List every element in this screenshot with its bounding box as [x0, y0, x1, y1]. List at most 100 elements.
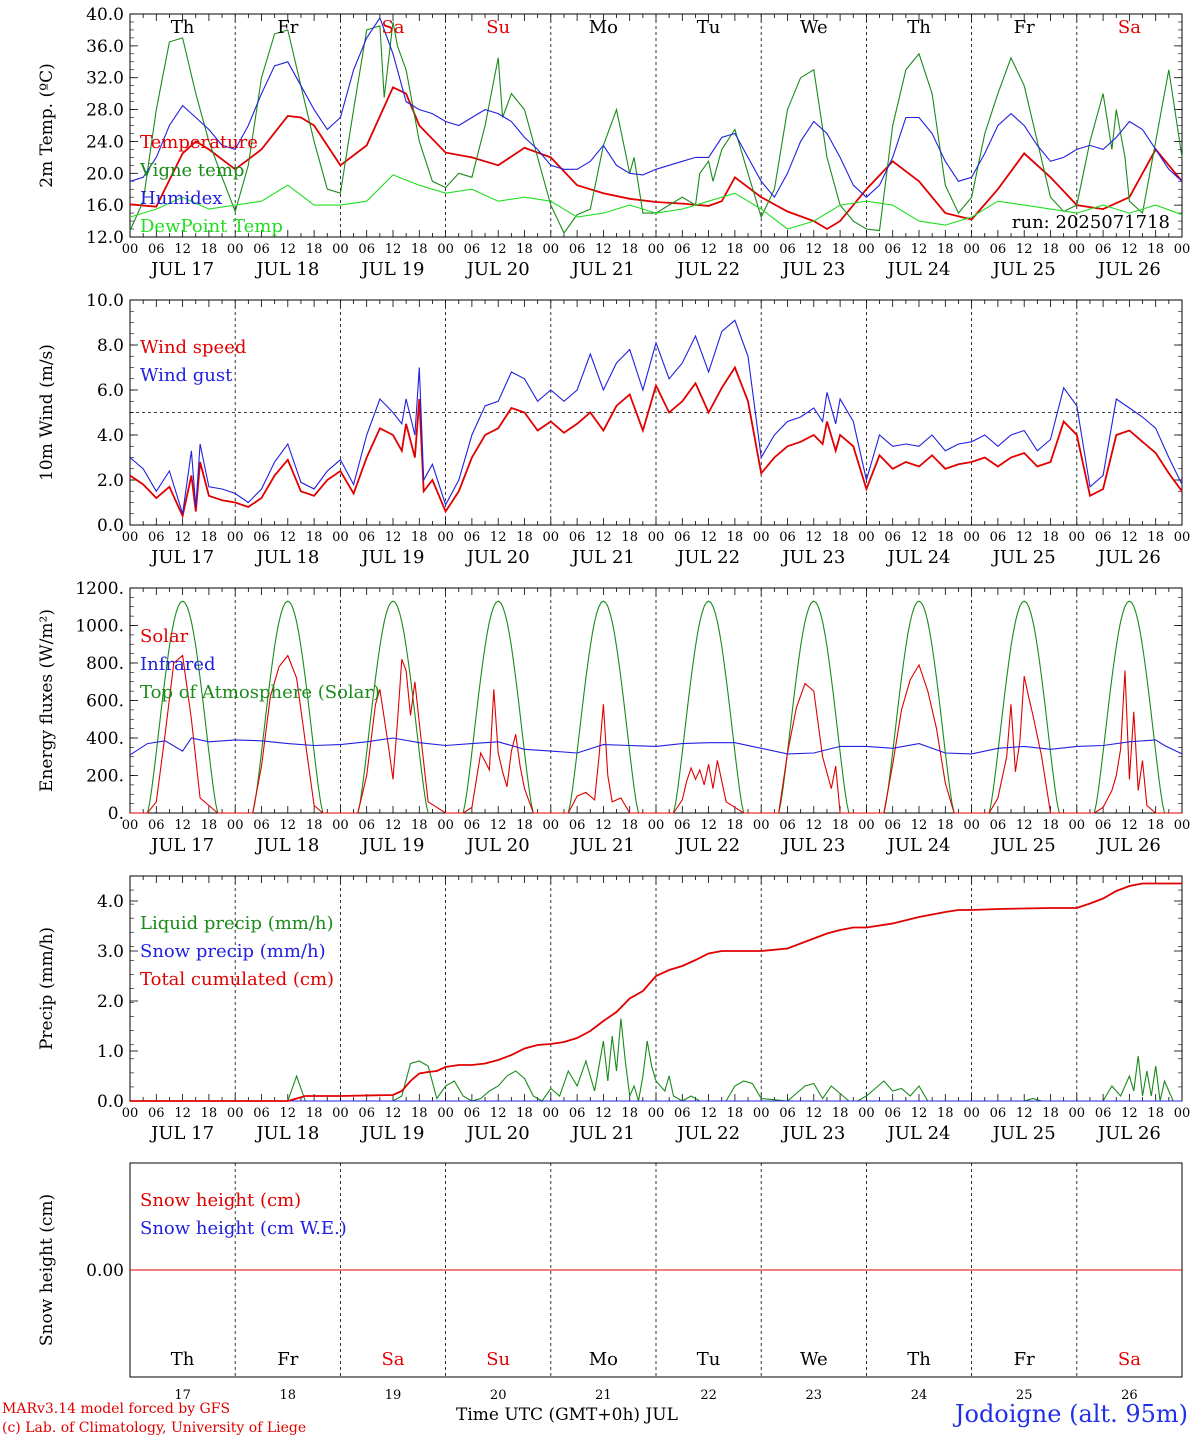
y-tick-label: 16.0: [86, 196, 124, 216]
day-number-label: 25: [1016, 1388, 1033, 1403]
x-hour-label: 00: [753, 530, 770, 545]
x-hour-label: 00: [753, 1106, 770, 1121]
x-hour-label: 18: [621, 530, 638, 545]
x-hour-label: 00: [1069, 242, 1086, 257]
y-tick-label: 0.00: [86, 1261, 124, 1281]
x-hour-label: 00: [437, 530, 454, 545]
x-hour-label: 12: [385, 818, 402, 833]
weekday-label: We: [800, 17, 828, 38]
x-hour-label: 00: [858, 818, 875, 833]
x-hour-label: 12: [280, 818, 297, 833]
x-hour-label: 00: [753, 242, 770, 257]
x-date-label: JUL 26: [1096, 259, 1161, 280]
x-hour-label: 00: [543, 818, 560, 833]
y-axis-title: 10m Wind (m/s): [37, 344, 57, 481]
x-hour-label: 06: [1095, 1106, 1112, 1121]
x-date-label: JUL 19: [360, 259, 425, 280]
y-tick-label: 10.0: [86, 291, 124, 311]
y-tick-label: 28.0: [86, 101, 124, 121]
x-hour-label: 18: [201, 1106, 218, 1121]
x-hour-label: 06: [884, 242, 901, 257]
x-hour-label: 00: [648, 1106, 665, 1121]
weekday-label: Fr: [1014, 1349, 1035, 1370]
weekday-label: Su: [486, 1349, 510, 1370]
x-hour-label: 18: [411, 242, 428, 257]
x-hour-label: 06: [779, 818, 796, 833]
series-solar: [130, 654, 1182, 814]
y-tick-label: 4.0: [97, 426, 124, 446]
y-tick-label: 0.0: [97, 1092, 124, 1112]
legend-total-cumulated: Total cumulated (cm): [140, 969, 334, 990]
y-tick-label: 600.: [86, 692, 124, 712]
x-hour-label: 00: [227, 818, 244, 833]
x-hour-label: 18: [832, 818, 849, 833]
x-hour-label: 06: [464, 242, 481, 257]
weekday-label: Sa: [381, 1349, 404, 1370]
x-date-label: JUL 18: [254, 259, 319, 280]
x-hour-label: 12: [1121, 530, 1138, 545]
x-hour-label: 06: [569, 242, 586, 257]
x-hour-label: 12: [700, 530, 717, 545]
x-date-label: JUL 26: [1096, 835, 1161, 856]
x-date-label: JUL 19: [360, 835, 425, 856]
day-number-label: 21: [595, 1388, 612, 1403]
x-hour-label: 12: [280, 530, 297, 545]
x-hour-label: 12: [1016, 1106, 1033, 1121]
x-hour-label: 12: [911, 1106, 928, 1121]
legend-snow-height-we: Snow height (cm W.E.): [140, 1218, 347, 1239]
y-tick-label: 0.: [108, 804, 124, 824]
x-date-label: JUL 25: [991, 1123, 1056, 1144]
credit-model: MARv3.14 model forced by GFS: [2, 1401, 231, 1417]
y-tick-label: 1200.: [75, 579, 124, 599]
x-hour-label: 18: [1042, 530, 1059, 545]
x-hour-label: 00: [648, 530, 665, 545]
x-hour-label: 12: [1121, 1106, 1138, 1121]
x-date-label: JUL 21: [570, 835, 635, 856]
x-hour-label: 00: [437, 242, 454, 257]
panel-2: [129, 299, 1183, 526]
x-hour-label: 06: [148, 1106, 165, 1121]
x-date-label: JUL 20: [465, 1123, 530, 1144]
x-hour-label: 18: [1147, 242, 1164, 257]
x-hour-label: 18: [201, 242, 218, 257]
y-tick-label: 40.0: [86, 5, 124, 25]
x-date-label: JUL 22: [675, 835, 740, 856]
x-hour-label: 06: [148, 818, 165, 833]
x-hour-label: 06: [464, 530, 481, 545]
panel-1: [129, 13, 1183, 238]
y-tick-label: 400.: [86, 729, 124, 749]
x-hour-label: 06: [674, 242, 691, 257]
x-hour-label: 00: [963, 242, 980, 257]
x-hour-label: 12: [1016, 818, 1033, 833]
y-tick-label: 4.0: [97, 892, 124, 912]
x-hour-label: 18: [516, 1106, 533, 1121]
x-hour-label: 06: [253, 818, 270, 833]
x-date-label: JUL 21: [570, 259, 635, 280]
x-date-label: JUL 25: [991, 835, 1056, 856]
x-date-label: JUL 23: [780, 259, 845, 280]
x-hour-label: 18: [516, 530, 533, 545]
x-hour-label: 00: [543, 530, 560, 545]
x-hour-label: 12: [911, 530, 928, 545]
x-hour-label: 00: [227, 242, 244, 257]
legend-vigne-temp: Vigne temp: [139, 160, 244, 181]
x-hour-label: 12: [174, 818, 191, 833]
series-top-of-atmosphere: [146, 600, 1166, 814]
x-hour-label: 18: [937, 242, 954, 257]
x-hour-label: 00: [1174, 530, 1191, 545]
run-label: run: 2025071718: [1012, 212, 1170, 233]
weekday-label: Sa: [1118, 1349, 1141, 1370]
x-hour-label: 06: [253, 242, 270, 257]
x-hour-label: 06: [1095, 818, 1112, 833]
x-hour-label: 12: [1121, 818, 1138, 833]
day-number-label: 26: [1121, 1388, 1138, 1403]
x-date-label: JUL 25: [991, 547, 1056, 568]
x-date-label: JUL 22: [675, 259, 740, 280]
legend-snow-precip: Snow precip (mm/h): [140, 941, 326, 962]
x-hour-label: 00: [332, 1106, 349, 1121]
x-hour-label: 00: [1174, 1106, 1191, 1121]
x-hour-label: 18: [411, 818, 428, 833]
x-hour-label: 18: [411, 1106, 428, 1121]
x-date-label: JUL 24: [886, 259, 951, 280]
